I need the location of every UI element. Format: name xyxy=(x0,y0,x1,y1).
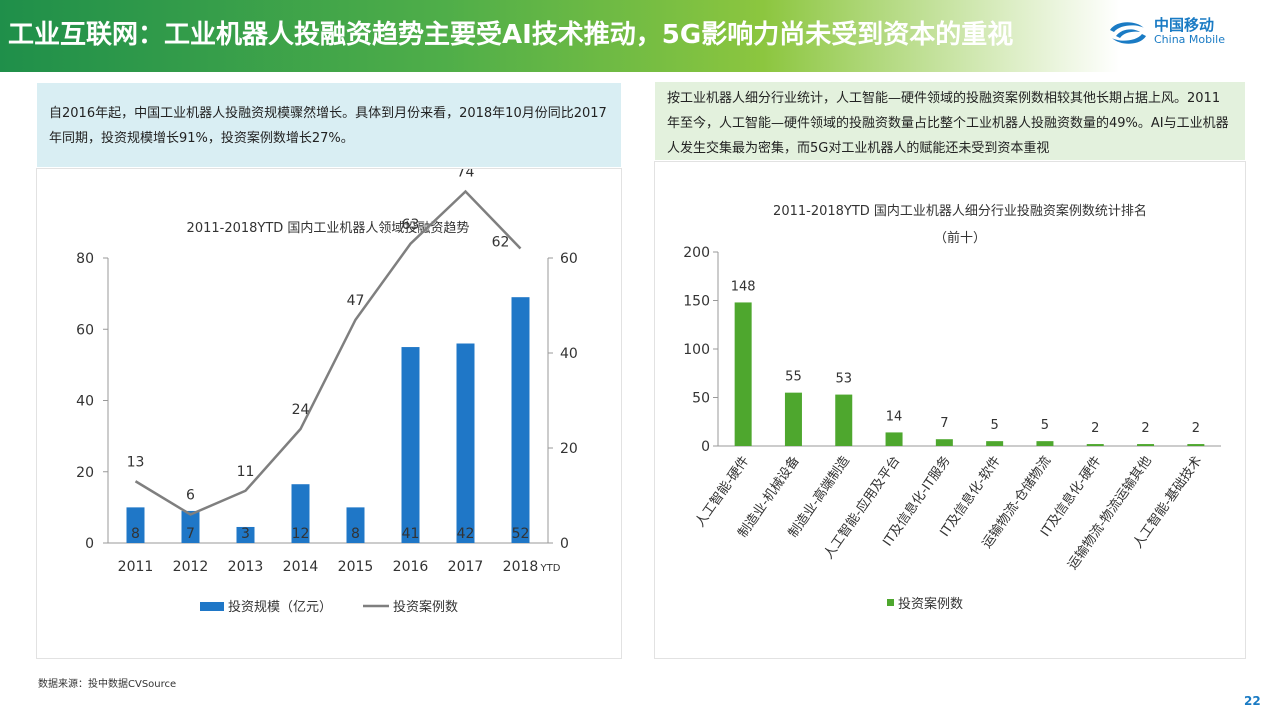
chart2-bar-label: 2 xyxy=(1091,421,1099,436)
chart1-line-label: 6 xyxy=(186,488,195,504)
chart1-legend-bar-swatch xyxy=(200,602,224,611)
chart2-bar xyxy=(935,439,953,446)
chart1-bar xyxy=(346,507,365,543)
chart1-legend-line-label: 投资案例数 xyxy=(393,599,458,615)
chart2-bar-label: 14 xyxy=(886,409,903,424)
china-mobile-logo: 中国移动 China Mobile xyxy=(1106,14,1256,54)
chart1-bar-label: 7 xyxy=(186,526,195,542)
page-number: 22 xyxy=(1244,694,1261,708)
chart1-bar-label: 41 xyxy=(402,526,420,542)
chart1-bar-label: 52 xyxy=(512,526,530,542)
chart1-line-label: 11 xyxy=(237,464,255,480)
chart2-x-tick-label: 人工智能-硬件 xyxy=(693,454,753,530)
chart1-bar xyxy=(126,507,145,543)
chart2-bar xyxy=(835,394,853,446)
left-summary-text: 自2016年起，中国工业机器人投融资规模骤然增长。具体到月份来看，2018年10… xyxy=(49,106,607,146)
chart1-line-label: 74 xyxy=(457,169,475,181)
chart1-title: 2011-2018YTD 国内工业机器人领域投融资趋势 xyxy=(187,220,470,236)
data-source: 数据来源：投中数据CVSource xyxy=(38,679,177,690)
chart1-left-tick-label: 40 xyxy=(76,394,94,410)
right-summary-text: 按工业机器人细分行业统计，人工智能—硬件领域的投融资案例数相较其他长期占据上风。… xyxy=(667,91,1229,156)
chart2-y-tick-label: 0 xyxy=(701,439,710,455)
chart2-title: 2011-2018YTD 国内工业机器人细分行业投融资案例数统计排名 xyxy=(773,203,1147,219)
chart1-line-label: 62 xyxy=(492,235,510,251)
chart1-left-tick-label: 0 xyxy=(85,536,94,552)
chart1-bar xyxy=(401,347,420,543)
chart2-bar-label: 2 xyxy=(1141,421,1149,436)
chart1-bar-label: 42 xyxy=(457,526,475,542)
logo-cn-text: 中国移动 xyxy=(1154,16,1215,34)
right-chart-panel: 2011-2018YTD 国内工业机器人细分行业投融资案例数统计排名 （前十） 0 5… xyxy=(654,161,1246,659)
chart2-y-tick-label: 150 xyxy=(683,294,710,310)
chart1-bar-label: 8 xyxy=(351,526,360,542)
chart1-x-tick-label: 2017 xyxy=(448,559,484,575)
chart1-x-tick-label: 2013 xyxy=(228,559,264,575)
left-chart-panel: 2011-2018YTD 国内工业机器人领域投融资趋势 0 20 40 60 80 0 20 4… xyxy=(36,165,622,659)
chart1-x-tick-label: 2011 xyxy=(118,559,154,575)
chart2-bar xyxy=(784,392,802,446)
chart2-bar-label: 7 xyxy=(940,416,948,431)
chart1-bar-label: 8 xyxy=(131,526,140,542)
chart1-right-tick-label: 20 xyxy=(560,441,578,457)
chart1-x-tick-label: 2012 xyxy=(173,559,209,575)
china-mobile-logo-icon xyxy=(1110,22,1146,44)
header-banner: 工业互联网：工业机器人投融资趋势主要受AI技术推动，5G影响力尚未受到资本的重视… xyxy=(0,0,1272,72)
chart1-line-label: 13 xyxy=(127,454,145,470)
chart2-x-tick-label: 运输物流-物流运输其他 xyxy=(1064,453,1154,573)
chart2-bar xyxy=(986,441,1004,446)
chart2-bar-label: 2 xyxy=(1192,421,1200,436)
chart2-bar xyxy=(1036,441,1054,446)
chart1-left-tick-label: 60 xyxy=(76,322,94,338)
chart1-bar xyxy=(181,510,200,543)
chart1-bar xyxy=(456,343,475,543)
chart2-subtitle: （前十） xyxy=(934,230,986,246)
chart1-line-label: 63 xyxy=(402,217,420,233)
chart2-bar-label: 148 xyxy=(731,279,756,294)
chart1-x-tick-label: 2014 xyxy=(283,559,319,575)
chart1-bar xyxy=(236,526,255,543)
investment-trend-chart: 2011-2018YTD 国内工业机器人领域投融资趋势 0 20 40 60 80 0 20 4… xyxy=(76,165,578,616)
right-summary-box: 按工业机器人细分行业统计，人工智能—硬件领域的投融资案例数相较其他长期占据上风。… xyxy=(655,82,1245,160)
chart1-right-tick-label: 0 xyxy=(560,536,569,552)
chart1-bar xyxy=(511,297,530,543)
page-title: 工业互联网：工业机器人投融资趋势主要受AI技术推动，5G影响力尚未受到资本的重视 xyxy=(8,20,1014,50)
chart2-bar xyxy=(1086,444,1104,446)
chart2-bar-label: 55 xyxy=(785,370,802,385)
chart2-legend-label: 投资案例数 xyxy=(898,596,963,612)
chart2-y-tick-label: 50 xyxy=(692,391,710,407)
chart1-line-label: 24 xyxy=(292,402,310,418)
chart1-bar-label: 3 xyxy=(241,526,250,542)
logo-en-text: China Mobile xyxy=(1154,33,1226,46)
chart2-bar xyxy=(734,302,752,446)
chart1-left-tick-label: 20 xyxy=(76,465,94,481)
chart1-line-label: 47 xyxy=(347,293,365,309)
chart2-bar-label: 53 xyxy=(835,372,852,387)
chart1-right-tick-label: 40 xyxy=(560,346,578,362)
chart2-bar-label: 5 xyxy=(1041,418,1049,433)
chart2-bar-label: 5 xyxy=(991,418,999,433)
chart2-y-tick-label: 100 xyxy=(683,342,710,358)
chart1-bar-label: 12 xyxy=(292,526,310,542)
chart2-legend-swatch xyxy=(887,599,894,606)
chart1-x-tick-label: 2016 xyxy=(393,559,429,575)
chart1-x-suffix: YTD xyxy=(540,563,561,574)
subsector-ranking-chart: 2011-2018YTD 国内工业机器人细分行业投融资案例数统计排名 （前十） 0 5… xyxy=(683,203,1221,612)
chart1-x-tick-label: 2018 xyxy=(503,559,539,575)
chart1-right-tick-label: 60 xyxy=(560,251,578,267)
chart2-bar xyxy=(885,432,903,446)
chart1-legend-bar-label: 投资规模（亿元） xyxy=(228,599,332,615)
chart2-bar xyxy=(1187,444,1205,446)
chart2-bar xyxy=(1137,444,1155,446)
chart1-bar xyxy=(291,484,310,543)
left-summary-box: 自2016年起，中国工业机器人投融资规模骤然增长。具体到月份来看，2018年10… xyxy=(37,83,621,167)
chart1-line-series xyxy=(134,189,522,516)
chart1-left-tick-label: 80 xyxy=(76,251,94,267)
chart1-x-tick-label: 2015 xyxy=(338,559,374,575)
chart2-y-tick-label: 200 xyxy=(683,245,710,261)
